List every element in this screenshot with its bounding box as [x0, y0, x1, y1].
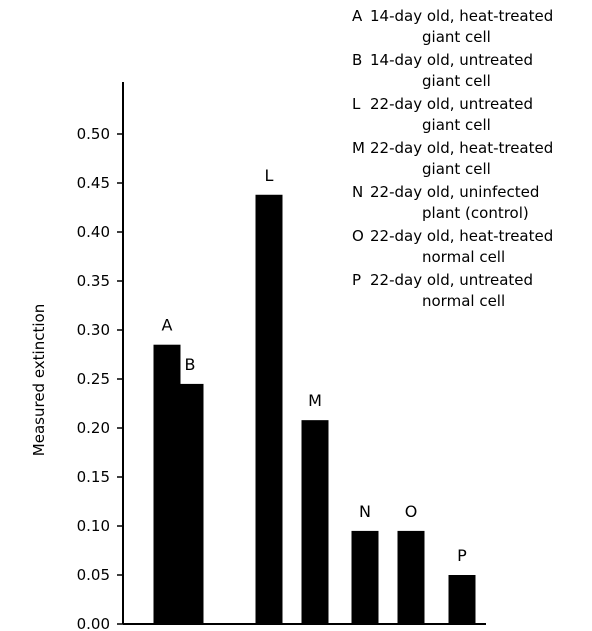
legend-key: M — [352, 139, 365, 157]
y-tick-label: 0.00 — [77, 615, 110, 631]
y-tick-label: 0.25 — [77, 370, 110, 388]
legend-description: 22-day old, untreated giant cell — [370, 94, 588, 136]
legend-description: 22-day old, untreated normal cell — [370, 270, 588, 312]
y-tick-label: 0.05 — [77, 566, 110, 584]
legend-key: A — [352, 7, 363, 25]
bar-label-o: O — [405, 502, 418, 521]
legend-description: 22-day old, heat-treated normal cell — [370, 226, 588, 268]
legend-text-line1: 14-day old, untreated — [370, 51, 534, 69]
legend-text-line1: 14-day old, heat-treated — [370, 7, 554, 25]
legend-key: L — [352, 95, 361, 113]
legend-text-line1: 22-day old, untreated — [370, 95, 534, 113]
bar-label-a: A — [162, 316, 173, 335]
bar-label-m: M — [308, 391, 322, 410]
legend-item-a: A 14-day old, heat-treated giant cell — [352, 6, 588, 48]
bar-label-b: B — [185, 355, 196, 374]
legend-text-line2: giant cell — [422, 160, 491, 178]
bar-a — [153, 344, 181, 624]
legend-text-line1: 22-day old, heat-treated — [370, 227, 554, 245]
y-tick-label: 0.50 — [77, 125, 110, 143]
bar-p — [448, 575, 476, 624]
y-axis-title: Measured extinction — [30, 304, 48, 456]
y-axis: 0.00 0.05 0.10 0.15 0.20 0.25 0.30 0.35 0.40 0.45… — [77, 82, 486, 631]
y-tick-label: 0.45 — [77, 174, 110, 192]
legend-key: B — [352, 51, 363, 69]
legend-text-line1: 22-day old, heat-treated — [370, 139, 554, 157]
legend-text-line2: giant cell — [422, 72, 491, 90]
legend-item-b: B 14-day old, untreated giant cell — [352, 50, 588, 92]
legend-key: P — [352, 271, 362, 289]
bar-o — [397, 530, 425, 624]
y-tick-label: 0.40 — [77, 223, 110, 241]
y-tick-label: 0.15 — [77, 468, 110, 486]
legend-description: 22-day old, uninfected plant (control) — [370, 182, 588, 224]
legend-text-line2: giant cell — [422, 28, 491, 46]
legend-item-m: M 22-day old, heat-treated giant cell — [352, 138, 588, 180]
y-tick-label: 0.10 — [77, 517, 110, 535]
legend-text-line2: giant cell — [422, 116, 491, 134]
bar-n — [351, 530, 379, 624]
y-tick-label: 0.35 — [77, 272, 110, 290]
bar-label-l: L — [265, 166, 274, 185]
legend-description: 14-day old, untreated giant cell — [370, 50, 588, 92]
bar-label-p: P — [457, 546, 467, 565]
legend-text-line2: normal cell — [422, 248, 506, 266]
legend-item-o: O 22-day old, heat-treated normal cell — [352, 226, 588, 268]
y-tick-label: 0.20 — [77, 419, 110, 437]
legend-description: 22-day old, heat-treated giant cell — [370, 138, 588, 180]
bar-l — [255, 194, 283, 624]
legend-key: O — [352, 227, 364, 245]
legend-text-line1: 22-day old, untreated — [370, 271, 534, 289]
legend-item-l: L 22-day old, untreated giant cell — [352, 94, 588, 136]
legend-item-n: N 22-day old, uninfected plant (control) — [352, 182, 588, 224]
legend: A 14-day old, heat-treated giant cell B 14-d… — [352, 6, 588, 314]
bar-label-n: N — [359, 502, 371, 521]
legend-text-line1: 22-day old, uninfected — [370, 183, 540, 201]
legend-item-p: P 22-day old, untreated normal cell — [352, 270, 588, 312]
bars: A B L M N O P — [153, 166, 476, 624]
bar-m — [301, 420, 329, 624]
legend-text-line2: normal cell — [422, 292, 506, 310]
y-tick-label: 0.30 — [77, 321, 110, 339]
legend-description: 14-day old, heat-treated giant cell — [370, 6, 588, 48]
legend-key: N — [352, 183, 364, 201]
legend-text-line2: plant (control) — [422, 204, 529, 222]
bar-b — [176, 383, 204, 624]
